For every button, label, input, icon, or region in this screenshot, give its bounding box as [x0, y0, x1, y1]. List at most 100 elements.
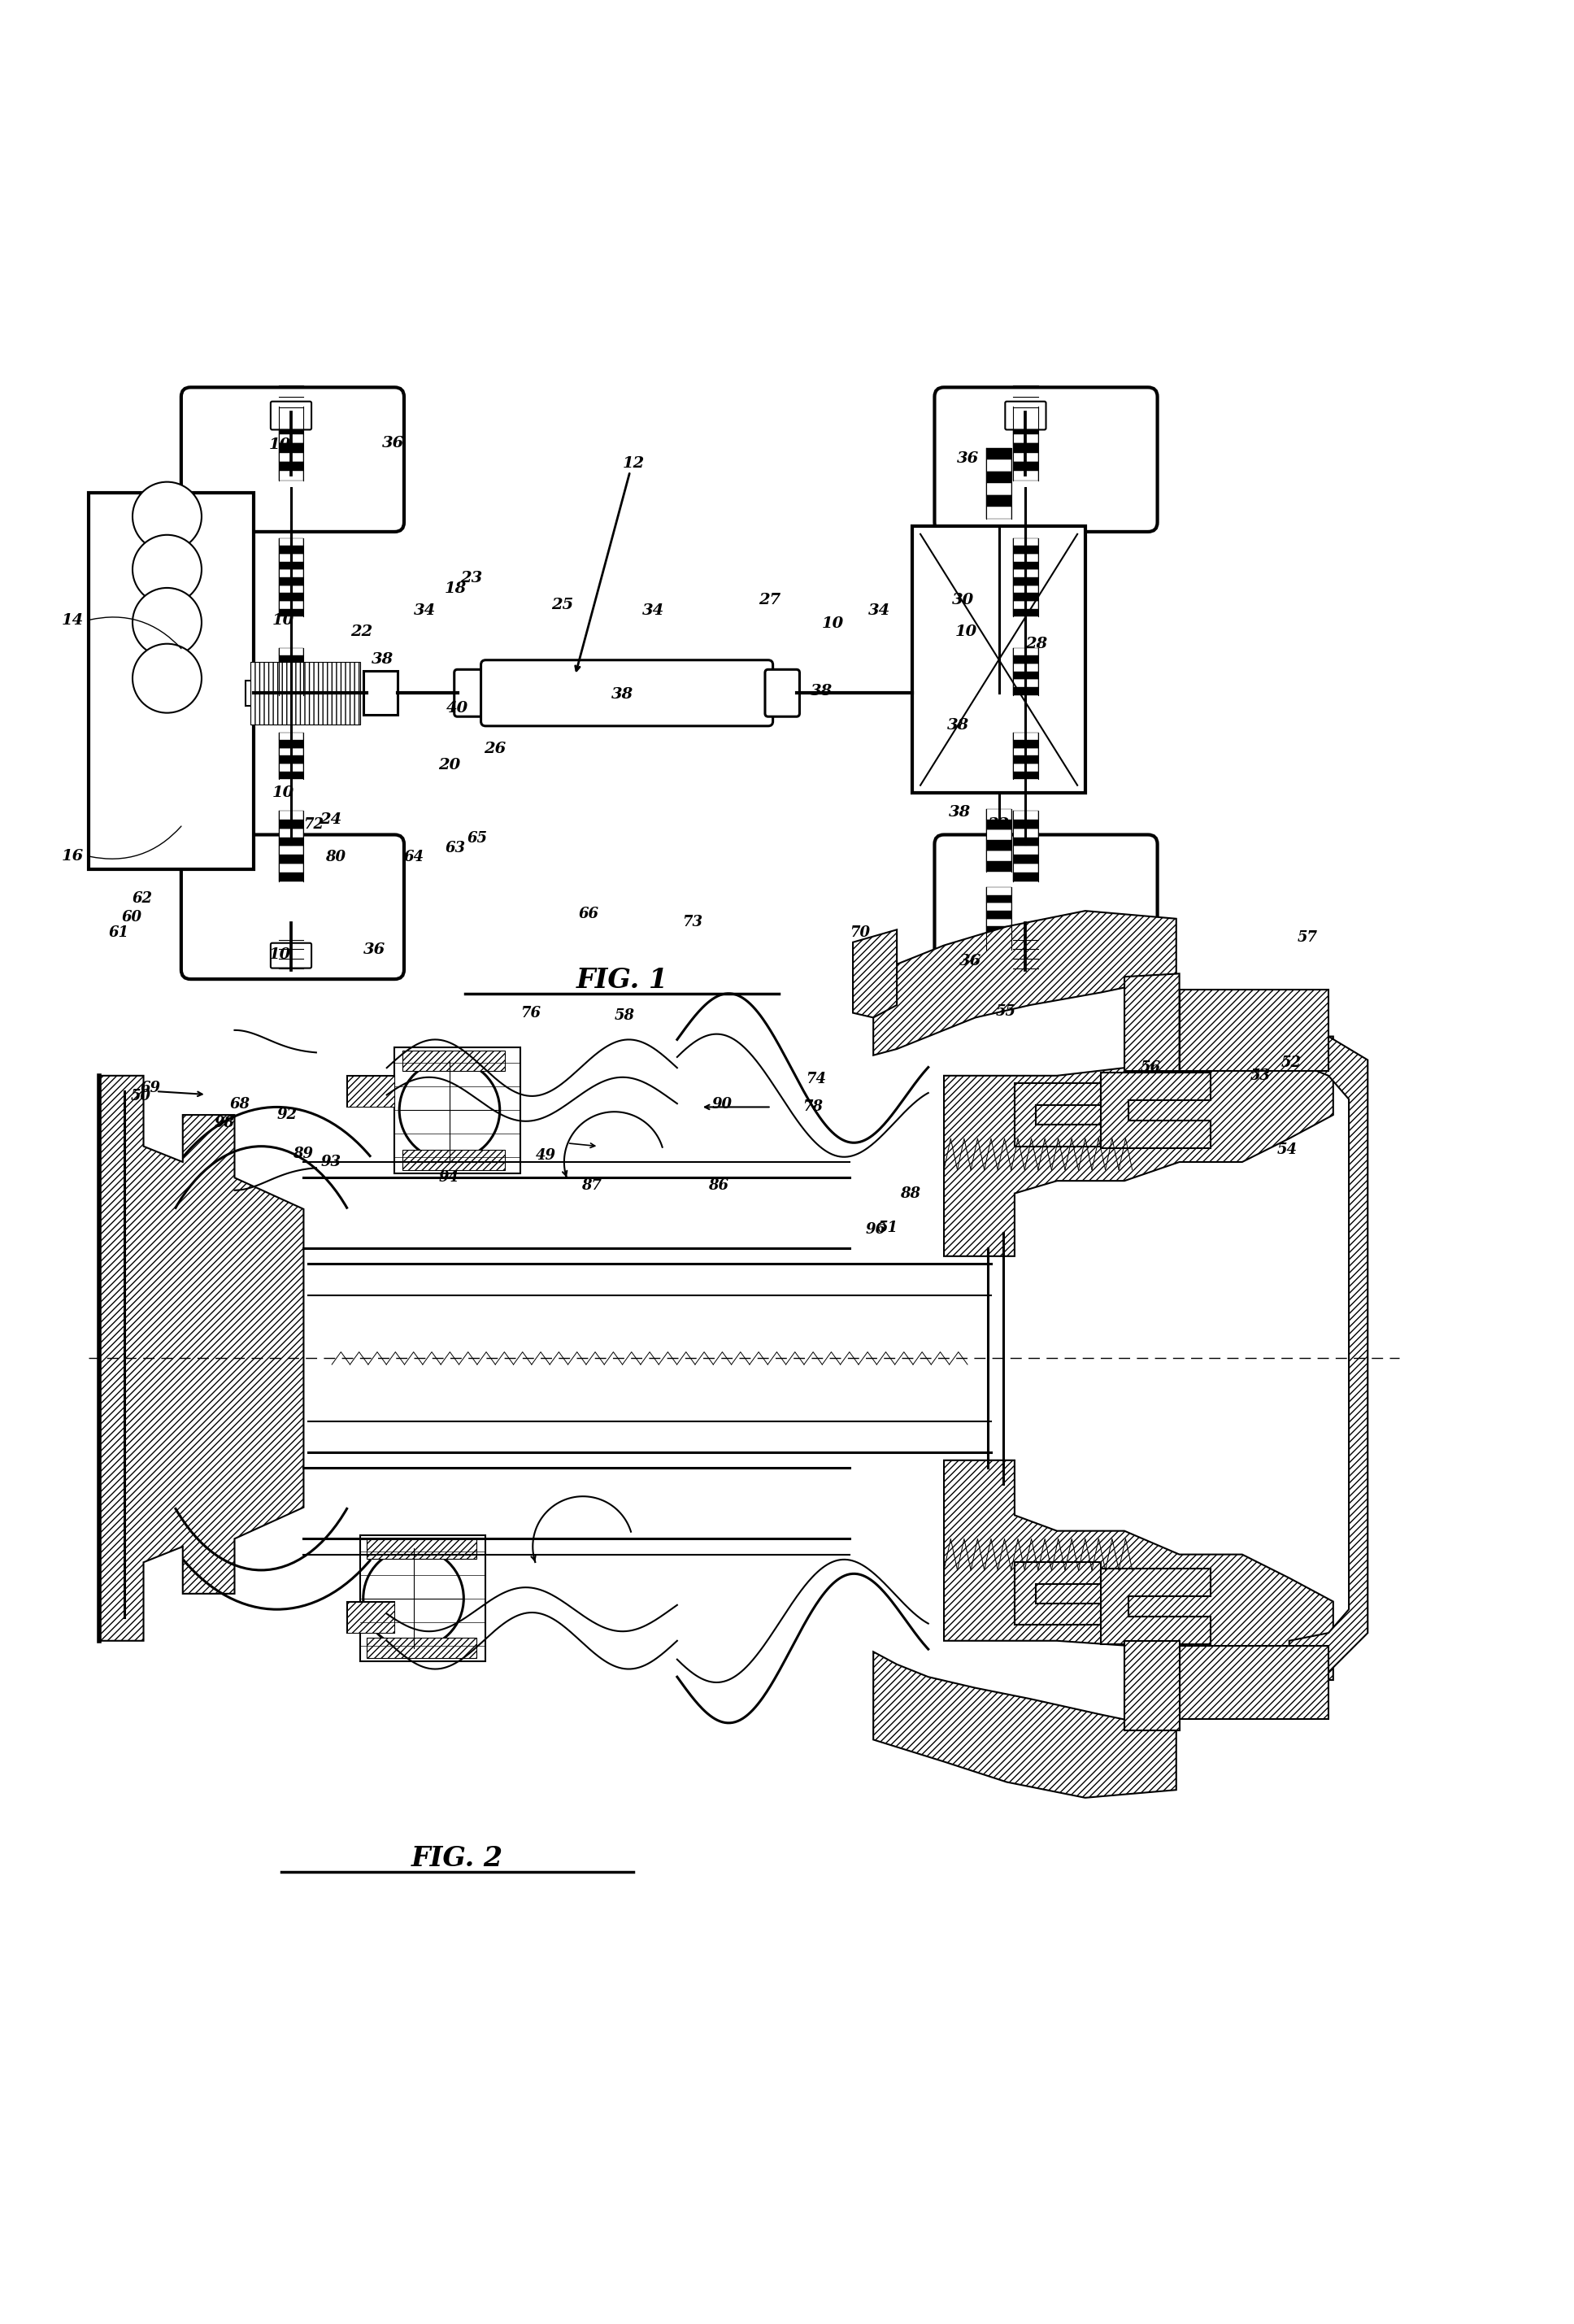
Text: 38: 38	[611, 688, 633, 702]
Bar	[1014, 732, 1039, 739]
Bar	[279, 655, 304, 665]
Bar	[1014, 472, 1039, 481]
Text: 78: 78	[803, 1099, 823, 1116]
Text: 63: 63	[445, 841, 466, 855]
Bar	[987, 472, 1012, 483]
Text: 38: 38	[949, 804, 971, 820]
Text: 74: 74	[806, 1071, 826, 1085]
Text: 64: 64	[405, 851, 425, 865]
Bar	[1014, 546, 1039, 553]
Polygon shape	[1179, 1645, 1328, 1720]
Bar	[1014, 593, 1039, 602]
Bar	[987, 941, 1012, 951]
Text: 36: 36	[957, 451, 979, 467]
Bar	[1014, 748, 1039, 755]
Bar	[279, 846, 304, 855]
Polygon shape	[403, 1150, 505, 1169]
Polygon shape	[1015, 1562, 1100, 1624]
Bar	[279, 569, 304, 576]
FancyBboxPatch shape	[935, 834, 1157, 978]
Text: 68: 68	[230, 1097, 250, 1111]
Bar	[987, 449, 1012, 460]
Text: 87: 87	[581, 1178, 601, 1192]
Text: 10: 10	[272, 614, 294, 627]
Bar	[1014, 827, 1039, 837]
Text: 30: 30	[952, 593, 974, 607]
Bar	[1014, 444, 1039, 453]
Bar	[279, 435, 304, 444]
Text: 57: 57	[1297, 930, 1317, 946]
Bar	[987, 460, 1012, 472]
Polygon shape	[1100, 1071, 1210, 1148]
Bar	[279, 755, 304, 765]
Bar	[279, 472, 304, 481]
FancyBboxPatch shape	[1006, 944, 1047, 969]
Text: 60: 60	[121, 909, 142, 925]
Text: 88: 88	[900, 1185, 921, 1202]
Bar	[987, 911, 1012, 918]
Text: 96: 96	[866, 1222, 886, 1236]
Text: FIG. 2: FIG. 2	[411, 1845, 504, 1871]
Text: 76: 76	[519, 1006, 540, 1020]
Bar	[279, 407, 304, 416]
Polygon shape	[1179, 990, 1328, 1071]
Text: 93: 93	[321, 1155, 342, 1169]
Bar	[279, 462, 304, 472]
Bar	[1014, 772, 1039, 779]
Bar	[1014, 665, 1039, 672]
Text: 53: 53	[1250, 1069, 1270, 1083]
Text: 66: 66	[578, 906, 598, 920]
Bar	[279, 872, 304, 881]
Text: 73: 73	[682, 916, 702, 930]
Text: 69: 69	[140, 1081, 161, 1095]
Bar	[1014, 672, 1039, 679]
Bar	[279, 609, 304, 616]
Polygon shape	[367, 1538, 477, 1559]
Text: 38: 38	[811, 683, 833, 700]
Bar	[987, 934, 1012, 941]
Polygon shape	[944, 1459, 1333, 1680]
Bar	[987, 841, 1012, 851]
Bar	[279, 748, 304, 755]
Circle shape	[364, 1548, 464, 1648]
Text: 26: 26	[485, 741, 507, 758]
Bar	[1014, 765, 1039, 772]
FancyBboxPatch shape	[181, 388, 405, 532]
Text: 62: 62	[132, 890, 153, 906]
Text: 32: 32	[988, 818, 1011, 832]
Bar	[987, 888, 1012, 895]
Text: 14: 14	[61, 614, 83, 627]
Bar	[1014, 755, 1039, 765]
Bar	[1014, 462, 1039, 472]
FancyBboxPatch shape	[1006, 402, 1047, 430]
Bar	[279, 586, 304, 593]
Bar	[1014, 820, 1039, 827]
Text: 70: 70	[850, 925, 870, 941]
Circle shape	[132, 535, 201, 604]
Text: 34: 34	[869, 604, 891, 618]
Bar	[279, 855, 304, 865]
Text: 52: 52	[1281, 1055, 1302, 1071]
Bar	[279, 576, 304, 586]
Text: 56: 56	[1140, 1060, 1160, 1076]
Text: 98: 98	[214, 1116, 235, 1129]
Bar	[279, 827, 304, 837]
Polygon shape	[1124, 1641, 1179, 1731]
Text: 38: 38	[371, 653, 394, 667]
Polygon shape	[1289, 1037, 1368, 1673]
Bar	[987, 895, 1012, 904]
Bar	[279, 837, 304, 846]
Circle shape	[132, 644, 201, 713]
Text: 10: 10	[955, 625, 977, 639]
FancyBboxPatch shape	[271, 944, 312, 969]
Bar	[1014, 586, 1039, 593]
Bar	[1014, 562, 1039, 569]
FancyBboxPatch shape	[455, 669, 490, 716]
FancyBboxPatch shape	[765, 669, 800, 716]
Text: 10: 10	[269, 948, 291, 962]
Bar	[1014, 648, 1039, 655]
Bar	[279, 739, 304, 748]
Text: 86: 86	[708, 1178, 729, 1192]
Bar	[88, 493, 253, 869]
Text: 61: 61	[109, 925, 129, 941]
